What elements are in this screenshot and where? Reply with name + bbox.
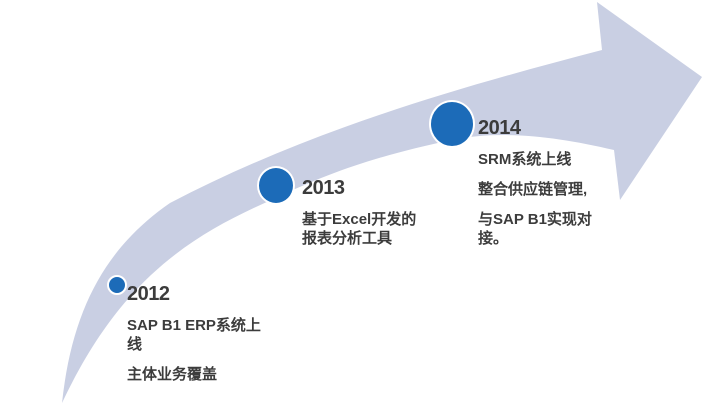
milestone-2012: 2012 SAP B1 ERP系统上线 主体业务覆盖 xyxy=(127,283,261,384)
milestone-year-2014: 2014 xyxy=(478,117,521,139)
milestone-dot-2013 xyxy=(257,166,295,205)
milestone-text: SRM系统上线 xyxy=(478,151,572,168)
milestone-year-2013: 2013 xyxy=(302,177,345,199)
milestone-text: 与SAP B1实现对接。 xyxy=(478,211,592,247)
milestone-text: 基于Excel开发的报表分析工具 xyxy=(302,211,417,247)
milestone-text: 整合供应链管理, xyxy=(478,181,588,198)
milestone-2013: 2013 基于Excel开发的报表分析工具 xyxy=(302,177,430,248)
arrow-swoosh-path xyxy=(62,2,702,403)
milestone-dot-2014 xyxy=(429,100,475,148)
milestone-text: SAP B1 ERP系统上线 xyxy=(127,317,261,353)
milestone-year-2012: 2012 xyxy=(127,283,170,305)
milestone-2014: 2014 SRM系统上线 整合供应链管理, 与SAP B1实现对接。 xyxy=(478,117,608,248)
milestone-dot-2012 xyxy=(107,275,127,295)
milestone-text: 主体业务覆盖 xyxy=(127,366,218,383)
